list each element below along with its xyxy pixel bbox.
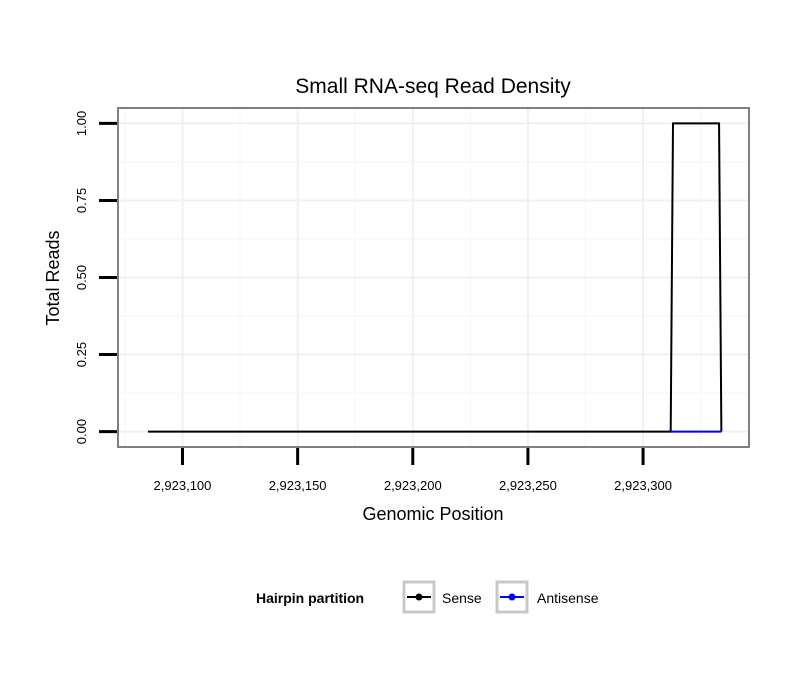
y-tick-label-2: 0.50 xyxy=(74,265,89,290)
y-tick-label-4: 1.00 xyxy=(74,111,89,136)
x-tick-label-3: 2,923,250 xyxy=(499,478,557,493)
x-tick-label-4: 2,923,300 xyxy=(614,478,672,493)
y-tick-label-0: 0.00 xyxy=(74,419,89,444)
x-tick-label-0: 2,923,100 xyxy=(154,478,212,493)
x-tick-label-1: 2,923,150 xyxy=(269,478,327,493)
series-line-sense xyxy=(147,122,723,433)
legend-label-antisense: Antisense xyxy=(537,590,599,606)
grid-lines xyxy=(118,108,749,447)
x-axis: 2,923,100 2,923,150 2,923,200 2,923,250 2,92… xyxy=(154,448,672,493)
y-tick-label-3: 0.75 xyxy=(74,188,89,213)
legend-point-antisense xyxy=(508,593,516,601)
series-layer xyxy=(147,122,723,433)
y-tick-label-1: 0.25 xyxy=(74,342,89,367)
x-tick-label-2: 2,923,200 xyxy=(384,478,442,493)
plot-panel-border xyxy=(117,107,750,448)
legend-title: Hairpin partition xyxy=(256,590,364,606)
chart-title: Small RNA-seq Read Density xyxy=(295,75,571,98)
legend-label-sense: Sense xyxy=(442,590,482,606)
y-axis: 0.00 0.25 0.50 0.75 1.00 xyxy=(74,111,117,444)
legend: Hairpin partition Sense Antisense xyxy=(256,580,599,614)
x-axis-title: Genomic Position xyxy=(362,504,503,524)
legend-point-sense xyxy=(415,593,423,601)
y-axis-title: Total Reads xyxy=(43,230,63,325)
